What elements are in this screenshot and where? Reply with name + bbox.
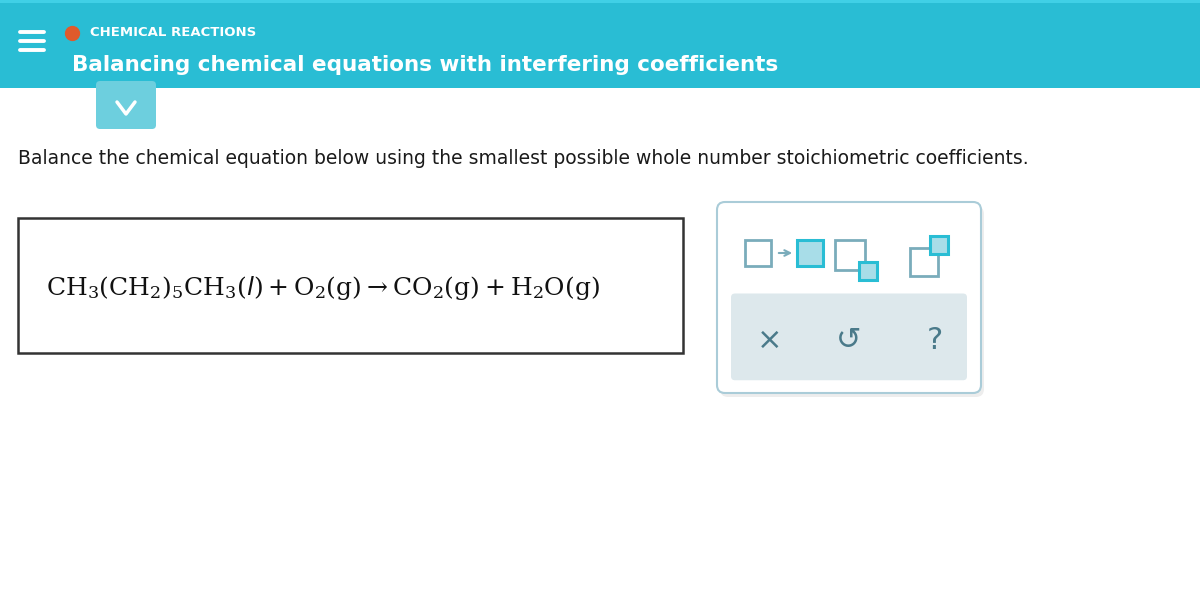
Text: ↺: ↺ bbox=[836, 326, 862, 356]
FancyBboxPatch shape bbox=[96, 81, 156, 129]
Bar bbox=[930, 236, 948, 254]
Bar bbox=[910, 248, 938, 276]
FancyBboxPatch shape bbox=[0, 0, 1200, 88]
Text: Balance the chemical equation below using the smallest possible whole number sto: Balance the chemical equation below usin… bbox=[18, 149, 1028, 168]
Bar bbox=[745, 240, 772, 266]
FancyBboxPatch shape bbox=[720, 206, 984, 397]
FancyBboxPatch shape bbox=[0, 0, 1200, 3]
Text: CHEMICAL REACTIONS: CHEMICAL REACTIONS bbox=[90, 26, 257, 40]
Bar bbox=[797, 240, 823, 266]
Text: ×: × bbox=[757, 326, 782, 356]
Bar bbox=[859, 262, 877, 280]
Text: $\mathregular{CH_3(CH_2)_5CH_3(}$$\mathit{l}$$\mathregular{) + O_2(g) \rightarro: $\mathregular{CH_3(CH_2)_5CH_3(}$$\mathi… bbox=[46, 275, 600, 302]
FancyBboxPatch shape bbox=[731, 294, 967, 380]
Bar bbox=[835, 240, 865, 270]
Text: Balancing chemical equations with interfering coefficients: Balancing chemical equations with interf… bbox=[72, 55, 779, 75]
FancyBboxPatch shape bbox=[718, 202, 982, 393]
Text: ?: ? bbox=[926, 326, 943, 356]
FancyBboxPatch shape bbox=[18, 218, 683, 353]
